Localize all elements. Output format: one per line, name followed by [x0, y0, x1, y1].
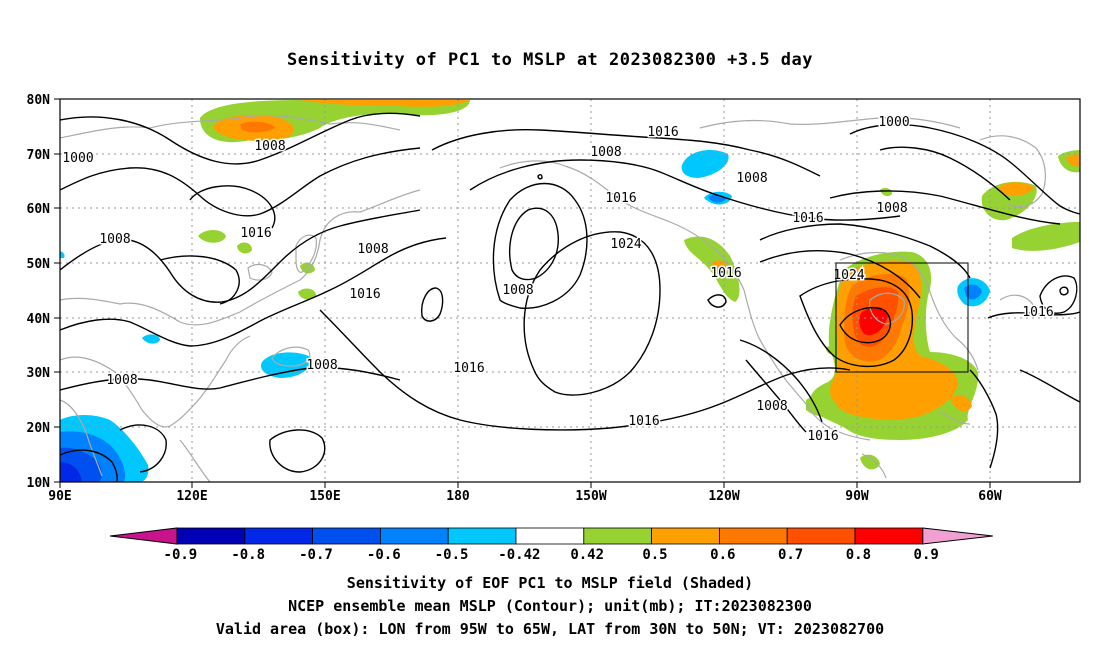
contour-label: 1000: [62, 151, 93, 166]
contour-label: 1008: [736, 171, 767, 186]
contour-label: 1008: [502, 283, 533, 298]
mslp-contours: [60, 112, 1080, 482]
contour-label: 1016: [605, 191, 636, 206]
lat-tick-label: 20N: [27, 421, 51, 436]
map-title: Sensitivity of PC1 to MSLP at 2023082300…: [286, 50, 813, 70]
lon-tick-label: 90E: [48, 489, 71, 504]
contour-label: 1008: [756, 399, 787, 414]
caption-contour: NCEP ensemble mean MSLP (Contour); unit(…: [288, 597, 812, 615]
lat-tick-label: 70N: [27, 148, 51, 163]
contour-label: 1000: [878, 115, 909, 130]
colorbar-label: 0.8: [846, 547, 871, 563]
gridlines: [60, 99, 1080, 482]
contour-label: 1016: [807, 429, 838, 444]
colorbar-label: 0.7: [778, 547, 803, 563]
lat-tick-label: 60N: [27, 202, 51, 217]
valid-area-box: [835, 262, 969, 373]
colorbar-segment: [244, 527, 314, 545]
contour-label: 1016: [453, 361, 484, 376]
colorbar-high-triangle: [922, 527, 993, 545]
colorbar-label: -0.6: [367, 547, 401, 563]
lon-tick-label: 90W: [845, 489, 869, 504]
shaded-sensitivity: [60, 100, 1080, 482]
contour-label: 1008: [590, 145, 621, 160]
contour-labels: 1000 1008 1008 1016 1008 1016 1008 1008 1008 1016…: [61, 114, 1055, 446]
colorbar-label: -0.9: [164, 547, 198, 563]
colorbar-segment: [312, 527, 381, 545]
colorbar-segment: [176, 527, 246, 545]
lon-tick-label: 180: [446, 489, 470, 504]
colorbar-label: -0.7: [299, 547, 333, 563]
contour-label: 1016: [710, 266, 741, 281]
colorbar-segment: [854, 527, 924, 545]
lat-tick-label: 80N: [27, 93, 51, 108]
colorbar-label: 0.9: [914, 547, 939, 563]
lon-tick-label: 120E: [176, 489, 207, 504]
colorbar-label: -0.42: [498, 547, 540, 563]
contour-label: 1008: [306, 358, 337, 373]
lon-tick-label: 60W: [978, 489, 1002, 504]
caption-valid-area: Valid area (box): LON from 95W to 65W, L…: [215, 620, 885, 638]
contour-label: 1016: [628, 414, 659, 429]
contour-label: 1016: [349, 287, 380, 302]
contour-label: 1024: [610, 237, 641, 252]
colorbar-label: -0.5: [435, 547, 469, 563]
contour-label: 1016: [792, 211, 823, 226]
caption-shading: Sensitivity of EOF PC1 to MSLP field (Sh…: [346, 574, 754, 592]
contour-label: 1016: [647, 125, 678, 140]
colorbar-low-triangle: [109, 527, 178, 545]
contour-label: 1008: [254, 139, 285, 154]
colorbar-label: 0.42: [570, 547, 604, 563]
lon-tick-label: 150E: [309, 489, 340, 504]
contour-label: 1024: [833, 268, 864, 283]
latitude-labels: 80N 70N 60N 50N 40N 30N 20N 10N: [27, 93, 51, 491]
contour-label: 1008: [357, 242, 388, 257]
colorbar: -0.9 -0.8 -0.7 -0.6 -0.5 -0.42 0.42 0.5 0.6 0.7 0.…: [109, 527, 993, 563]
lon-tick-label: 120W: [708, 489, 739, 504]
lon-tick-label: 150W: [575, 489, 606, 504]
lat-tick-label: 10N: [27, 476, 51, 491]
colorbar-segment: [583, 527, 652, 545]
colorbar-label: 0.6: [710, 547, 735, 563]
lat-tick-label: 30N: [27, 366, 51, 381]
contour-label: 1008: [99, 232, 130, 247]
axis-ticks: [54, 98, 991, 488]
colorbar-segment: [447, 527, 517, 545]
contour-label: 1016: [1022, 305, 1053, 320]
colorbar-label: 0.5: [642, 547, 667, 563]
colorbar-segment: [651, 527, 720, 545]
contour-label: 1008: [876, 201, 907, 216]
colorbar-segment: [379, 527, 449, 545]
lat-tick-label: 50N: [27, 257, 51, 272]
longitude-labels: 90E 120E 150E 180 150W 120W 90W 60W: [48, 489, 1002, 504]
contour-label: 1008: [106, 373, 137, 388]
colorbar-segment: [786, 527, 856, 545]
colorbar-segment: [719, 527, 788, 545]
contour-label: 1016: [240, 226, 271, 241]
colorbar-label: -0.8: [231, 547, 265, 563]
colorbar-segment: [515, 527, 585, 545]
lat-tick-label: 40N: [27, 312, 51, 327]
